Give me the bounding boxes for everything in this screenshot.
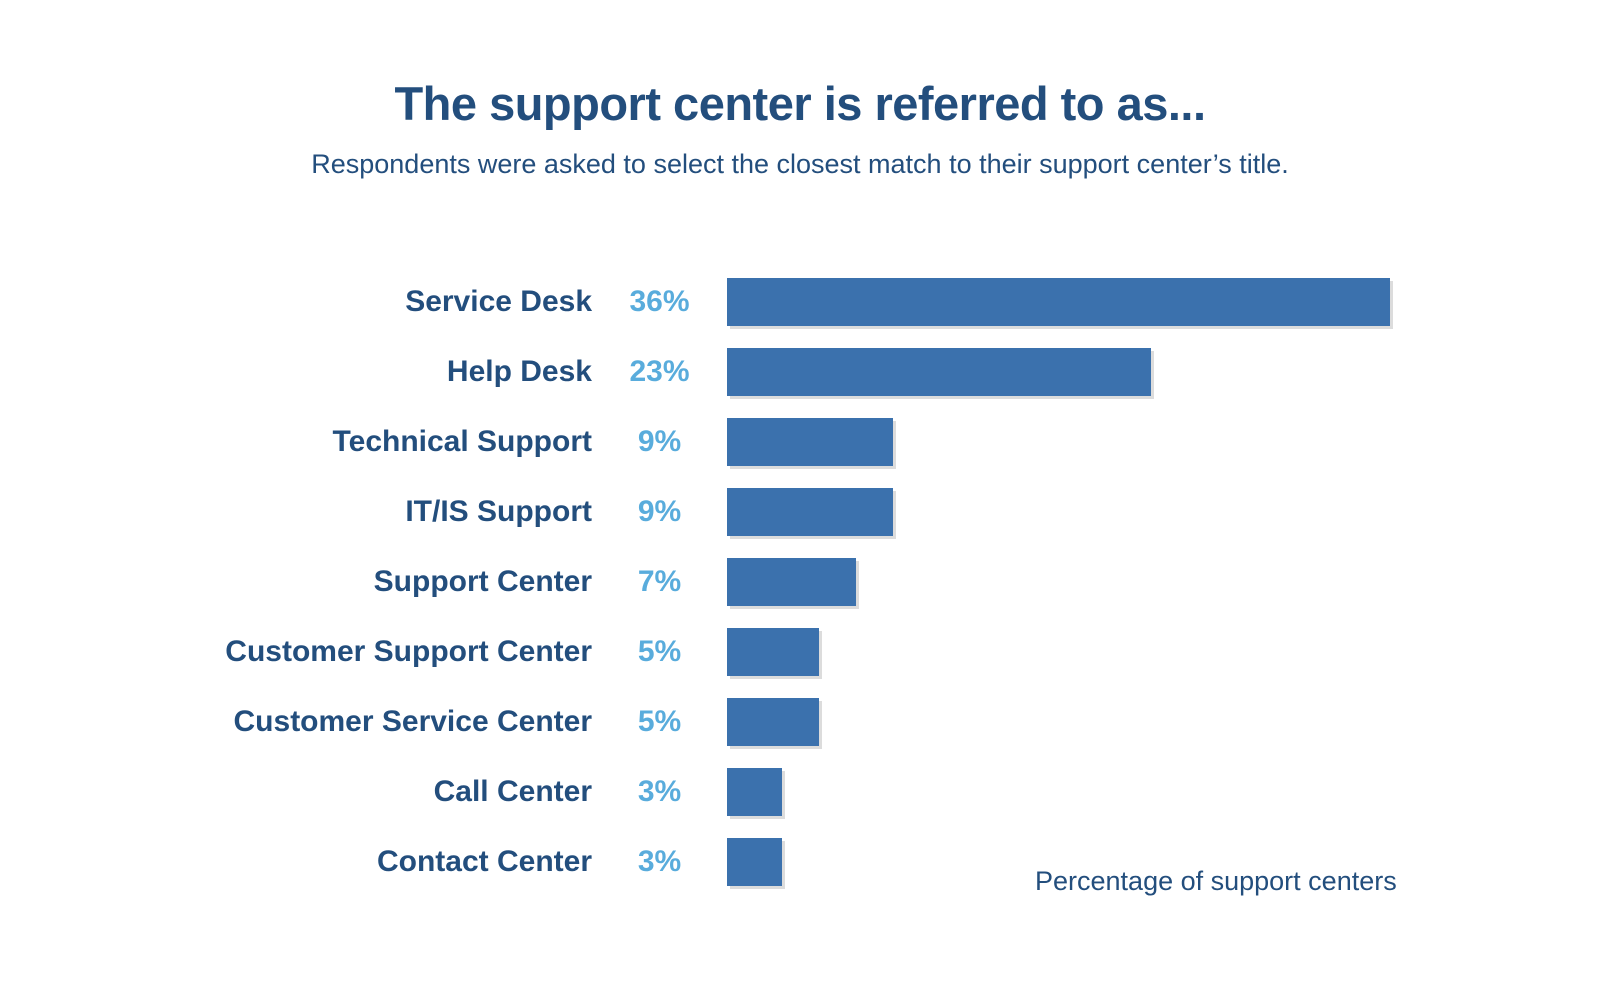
bar-track	[727, 278, 1390, 326]
bar-track	[727, 768, 1390, 816]
bar-track	[727, 348, 1390, 396]
bar-category-label: IT/IS Support	[405, 495, 592, 528]
bar-category-label: Contact Center	[376, 845, 592, 878]
bar-track	[727, 628, 1390, 676]
bar	[727, 698, 820, 746]
bar-value-label: 36%	[629, 285, 690, 318]
bar	[727, 418, 893, 466]
chart-row: Contact Center 3%	[0, 838, 1600, 886]
bar-category-label: Customer Service Center	[233, 705, 592, 738]
bar	[727, 488, 893, 536]
bar-category-label: Help Desk	[446, 355, 592, 388]
bar-track	[727, 838, 1390, 886]
bar-value-label: 5%	[637, 705, 682, 738]
bar-value-label: 9%	[637, 425, 682, 458]
bar-track	[727, 698, 1390, 746]
bar-value-label: 23%	[629, 355, 690, 388]
bar-track	[727, 418, 1390, 466]
bar-category-label: Service Desk	[405, 285, 592, 318]
bar	[727, 768, 783, 816]
bar-track	[727, 558, 1390, 606]
bar-category-label: Call Center	[433, 775, 592, 808]
bar	[727, 838, 783, 886]
chart-subtitle: Respondents were asked to select the clo…	[311, 149, 1289, 179]
chart-title: The support center is referred to as...	[394, 77, 1206, 130]
bar	[727, 278, 1390, 326]
x-axis-note: Percentage of support centers	[1035, 866, 1397, 896]
bar-value-label: 9%	[637, 495, 682, 528]
chart-row: Help Desk 23%	[0, 348, 1600, 396]
chart-row: Service Desk 36%	[0, 278, 1600, 326]
bar-value-label: 7%	[637, 565, 682, 598]
chart-row: Customer Service Center 5%	[0, 698, 1600, 746]
chart-row: Customer Support Center 5%	[0, 628, 1600, 676]
bar-value-label: 5%	[637, 635, 682, 668]
chart-row: Technical Support 9%	[0, 418, 1600, 466]
bar-category-label: Customer Support Center	[225, 635, 592, 668]
chart-row: Support Center 7%	[0, 558, 1600, 606]
bar	[727, 348, 1151, 396]
bar-category-label: Support Center	[373, 565, 592, 598]
chart-row: Call Center 3%	[0, 768, 1600, 816]
bar-value-label: 3%	[637, 775, 682, 808]
bar-category-label: Technical Support	[332, 425, 592, 458]
bar	[727, 558, 856, 606]
bar-value-label: 3%	[637, 845, 682, 878]
bar-track	[727, 488, 1390, 536]
horizontal-bar-chart: Service Desk 36% Help Desk 23% Technical…	[0, 278, 1600, 908]
chart-row: IT/IS Support 9%	[0, 488, 1600, 536]
bar	[727, 628, 820, 676]
